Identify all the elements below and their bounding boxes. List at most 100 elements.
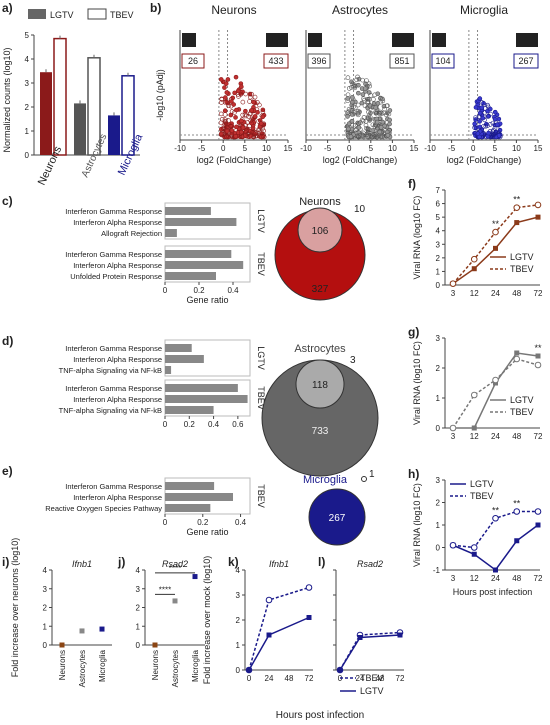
b-xtick-label: 5 [369,144,374,153]
b-volcano-point [370,128,375,133]
line-legend-label: TBEV [510,407,534,417]
b-volcano-point [345,114,350,119]
line-legend-label: TBEV [510,264,534,274]
b-volcano-point [234,124,239,130]
b-volcano-point [345,92,351,98]
b-volcano-point [385,103,390,109]
b-xtick-label: 10 [512,144,521,153]
b-count-box [266,33,288,47]
time-point [246,667,252,673]
line-legend-label: LGTV [510,395,534,405]
enrich-side-label: LGTV [256,209,266,233]
b-xtick-label: -5 [448,144,456,153]
b-volcano-point [221,123,227,129]
b-volcano-point [387,108,393,113]
line-point [449,541,457,549]
b-count-top-right: 116 [270,35,284,45]
line-ytick-label: 3 [436,240,441,249]
line-ytick-label: 0 [436,544,441,553]
b-count-mid-left: 26 [188,56,198,66]
b-volcano-point [248,118,254,124]
panel-letter-c: c) [2,194,13,208]
b-volcano-point [229,99,234,104]
line-xtick-label: 12 [470,574,479,583]
b-xtick-label: -10 [300,144,312,153]
b-volcano-point [353,122,358,128]
b-xtick-label: 15 [410,144,419,153]
venn-microglia: Microglia 267 1 [303,469,375,546]
b-volcano-point [359,100,365,106]
time-legend-label: TBEV [360,673,384,683]
b-volcano-point [361,97,367,103]
b-volcano-point [369,134,374,140]
b-xtick-label: 15 [534,144,543,153]
venn-outside-count: 1 [369,469,375,480]
b-volcano-point [226,103,231,109]
gene-title: Ifnb1 [269,559,289,569]
panel-letter-d: d) [2,334,13,348]
b-volcano-point [351,84,356,89]
b-count-box [182,33,196,47]
b-volcano-title: Neurons [211,3,256,17]
b-volcano-point [355,134,361,139]
a-bars [40,35,135,156]
enrich-bar [165,395,248,403]
dot-xtick-label: Neurons [151,650,160,680]
b-volcano-point [260,114,266,120]
b-volcano-point [368,93,374,98]
b-volcano-point [492,116,498,122]
panel-letter: f) [408,177,416,191]
b-volcano-point [249,108,254,113]
b-volcano-point [385,132,391,138]
b-volcano-point [477,124,483,130]
b-count-box [307,53,331,69]
b-volcano-point [231,102,236,107]
b-xtick-label: 5 [243,144,248,153]
b-volcano-point [228,112,234,118]
line-legend-label: LGTV [470,479,494,489]
enrich-term-label: Interferon Alpha Response [73,261,162,270]
b-volcano-point [477,119,482,124]
dot-point [192,574,198,580]
b-volcano-point [352,82,357,88]
time-ytick-label: 1 [236,641,241,650]
b-volcano-point [239,129,244,135]
line-xtick-label: 48 [512,432,521,441]
b-count-box [389,53,415,69]
b-volcano-title: Microglia [460,3,508,17]
b-volcano-point [360,77,365,83]
b-volcano-point [245,131,251,137]
time-point [397,632,403,638]
b-xtick-label: 5 [493,144,498,153]
dot-ytick-label: 2 [43,604,48,613]
b-volcano-point [355,102,361,108]
b-volcano-point [356,90,361,96]
b-volcano-point [233,115,238,120]
b-volcano-point [492,109,498,115]
enrich-term-label: Interferon Gamma Response [65,384,162,393]
b-volcano-point [246,114,251,119]
b-volcano-point [354,77,359,83]
b-volcano-point [358,120,363,125]
b-volcano-title: Astrocytes [332,3,388,17]
enrich-xlabel: Gene ratio [186,527,228,537]
dot-point [59,642,65,648]
line-ytick-label: 2 [436,254,441,263]
line-xtick-label: 72 [534,289,543,298]
enrich-bar [165,229,177,237]
b-volcano-point [249,91,254,97]
b-volcano-point [247,99,252,104]
legend-swatch-lgtv [28,9,46,19]
dot-xtick-label: Astrocytes [78,650,87,687]
panel-letter-a: a) [2,1,13,15]
b-count-box [181,53,205,69]
line-ylabel: Viral RNA (log10 FC) [412,196,422,280]
panel-c: c) Interferon Gamma Response Interferon A… [2,194,266,305]
venn-outer-count: 327 [312,284,329,295]
b-xtick-label: -5 [324,144,332,153]
line-ytick-label: 1 [436,521,441,530]
b-volcano-point [382,106,387,112]
line-ytick-label: 4 [436,227,441,236]
